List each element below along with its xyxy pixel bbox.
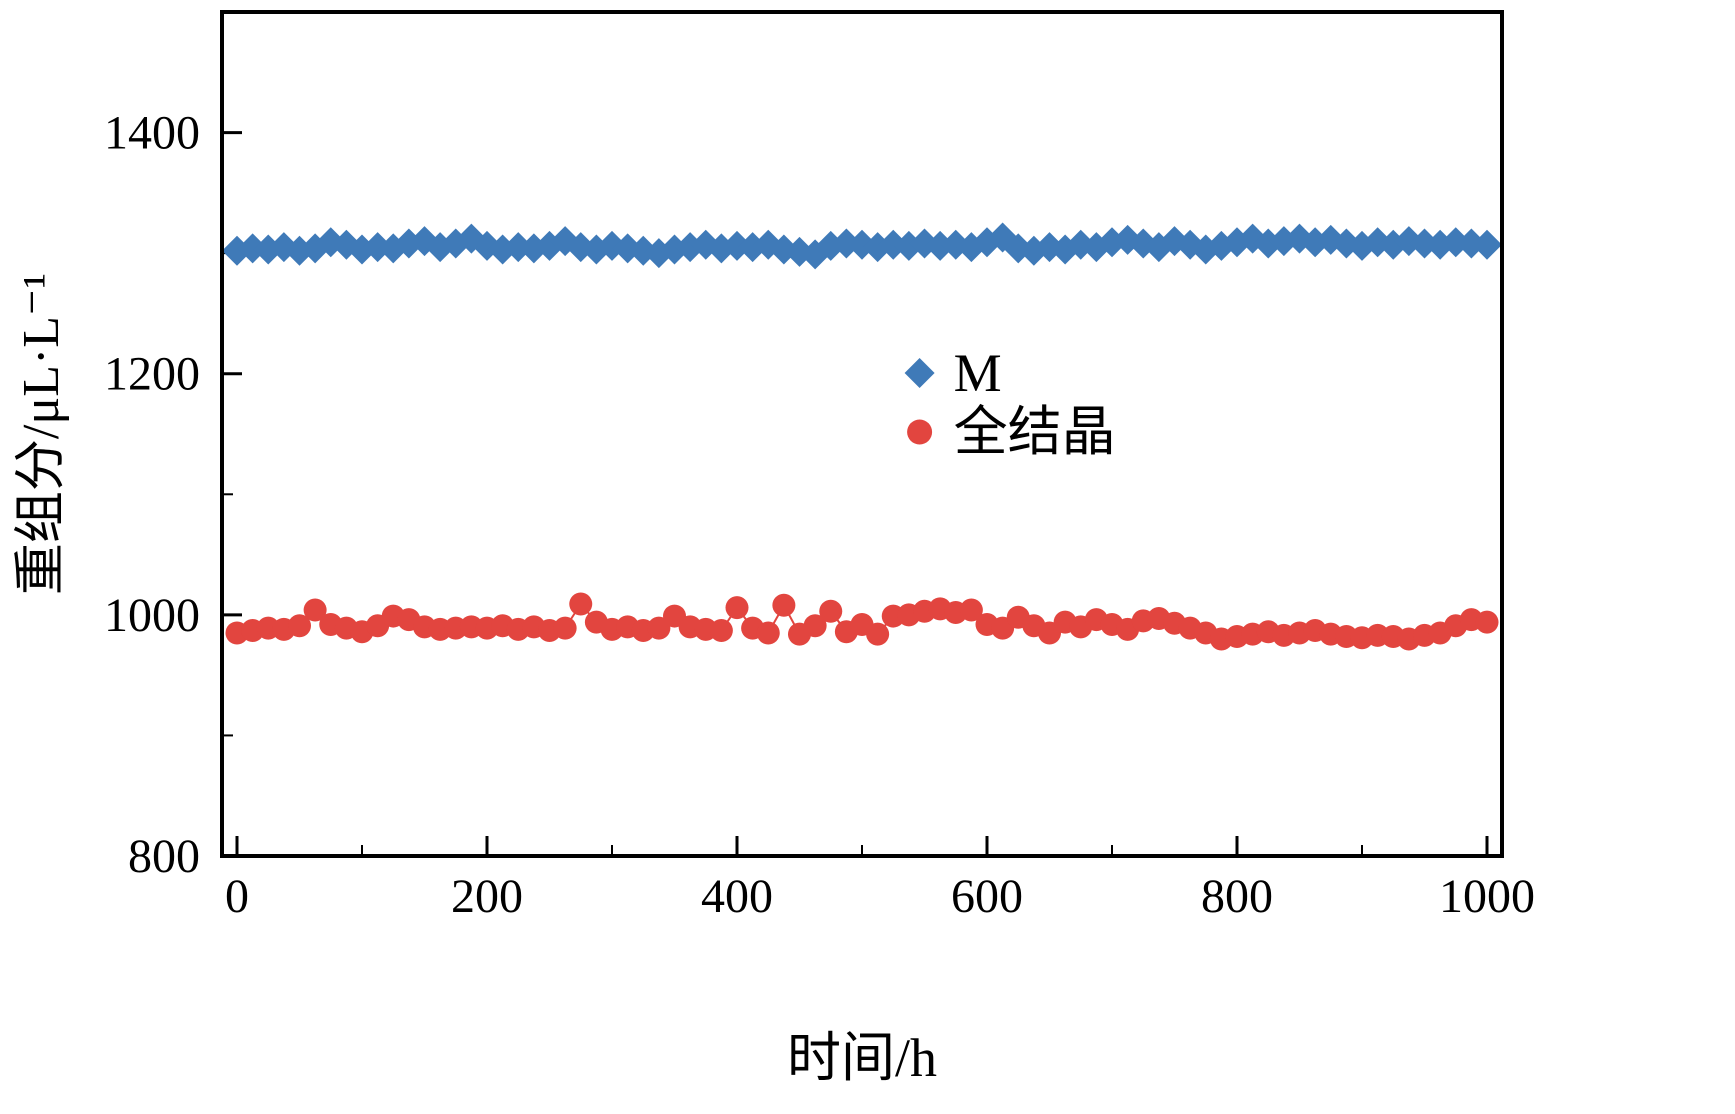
y-tick-label: 1400 (104, 107, 200, 160)
y-tick-label: 800 (128, 830, 200, 883)
circle-marker-icon (1475, 610, 1499, 634)
circle-marker-icon (709, 619, 733, 643)
circle-marker-icon (288, 614, 311, 638)
diamond-marker-icon (1159, 226, 1190, 257)
x-tick-label: 600 (951, 870, 1023, 923)
plot-border (220, 10, 1504, 858)
diamond-marker-icon (409, 226, 440, 257)
diamond-marker-icon (550, 226, 581, 257)
circle-marker-icon (959, 598, 983, 622)
diamond-marker-icon (1362, 227, 1393, 258)
circle-marker-icon (647, 616, 671, 640)
circle-marker-icon (553, 616, 577, 640)
y-tick-label: 1000 (104, 589, 200, 642)
diamond-marker-icon (768, 234, 799, 265)
legend-circle-icon (907, 419, 933, 445)
circle-marker-icon (819, 599, 843, 623)
circle-marker-icon (756, 621, 780, 645)
x-tick-label: 1000 (1439, 870, 1535, 923)
x-tick-label: 0 (225, 870, 249, 923)
legend-diamond-icon (904, 358, 935, 388)
circle-marker-icon (866, 622, 890, 646)
x-tick-label: 800 (1201, 870, 1273, 923)
diamond-marker-icon (315, 227, 346, 258)
x-tick-label: 200 (451, 870, 523, 923)
diamond-marker-icon (1393, 226, 1424, 257)
circle-marker-icon (569, 592, 593, 616)
y-tick-label: 1200 (104, 348, 200, 401)
diamond-marker-icon (1440, 227, 1471, 258)
circle-marker-icon (803, 614, 827, 638)
circle-marker-icon (772, 593, 796, 617)
legend-item-label: M (954, 343, 1002, 403)
x-axis-label: 时间/h (787, 1028, 937, 1088)
diamond-marker-icon (1472, 229, 1502, 260)
legend-item-label: 全结晶 (954, 402, 1116, 462)
circle-marker-icon (303, 598, 327, 622)
y-axis-label: 重组分/μL·L⁻¹ (13, 273, 70, 595)
x-tick-label: 400 (701, 870, 773, 923)
circle-marker-icon (725, 596, 749, 620)
